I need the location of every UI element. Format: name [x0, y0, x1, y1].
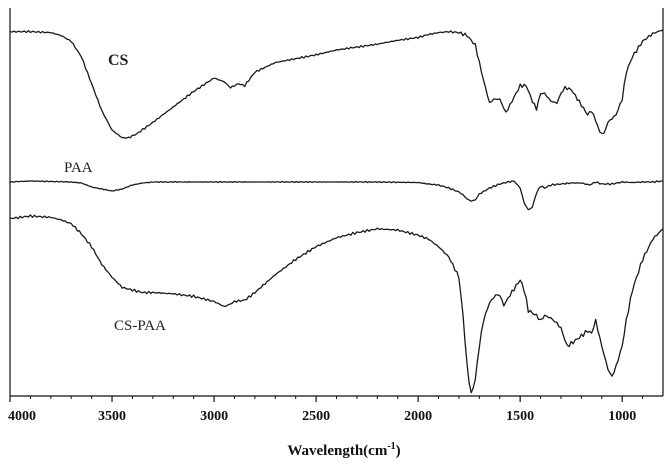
x-tick-label-2500: 2500 — [302, 409, 330, 424]
trace-cs — [9, 29, 664, 139]
x-tick-label-3000: 3000 — [200, 409, 228, 424]
trace-cs-paa — [9, 214, 664, 394]
x-tick-label-3500: 3500 — [98, 409, 126, 424]
series-label-cs: CS — [108, 52, 129, 69]
trace-paa — [9, 180, 663, 211]
x-tick-label-1000: 1000 — [608, 409, 636, 424]
x-axis-ticks: 4000 3500 3000 2500 2000 1500 1000 — [8, 396, 644, 424]
x-tick-label-1500: 1500 — [506, 409, 534, 424]
series-label-paa: PAA — [64, 160, 93, 176]
x-tick-label-2000: 2000 — [404, 409, 432, 424]
x-axis-label: Wavelength(cm-1) — [287, 441, 400, 459]
series-label-cs-paa: CS-PAA — [114, 318, 166, 334]
x-tick-label-4000: 4000 — [8, 409, 36, 424]
spectra-traces — [9, 29, 664, 394]
series-labels: CS PAA CS-PAA — [64, 52, 166, 334]
